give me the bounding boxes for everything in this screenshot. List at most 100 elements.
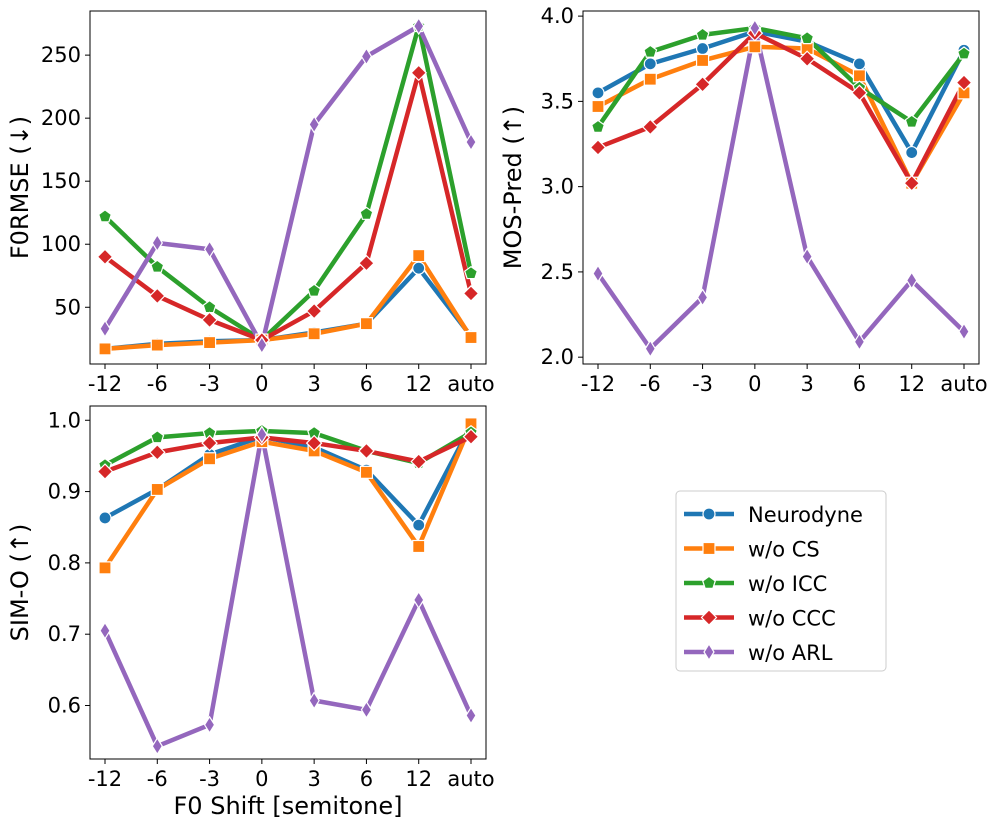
data-point xyxy=(591,86,605,100)
data-point xyxy=(591,99,605,114)
data-point xyxy=(256,425,268,444)
legend-marker xyxy=(702,575,716,589)
panel-f0rmse: -12 -6 -3 0 3 6 12 auto 50 100 150 200 250 F0RMSE (↓) xyxy=(6,10,495,396)
data-point xyxy=(906,271,918,290)
data-point xyxy=(413,16,425,36)
series-line-w-o-icc xyxy=(102,23,474,343)
plot-frame xyxy=(582,10,980,365)
data-point xyxy=(99,319,111,338)
data-point xyxy=(148,444,166,461)
series-line-w-o-cs xyxy=(102,253,474,352)
data-point xyxy=(148,287,166,305)
x-tick-label: auto xyxy=(447,372,494,396)
legend-box xyxy=(675,490,887,672)
data-point xyxy=(307,327,321,341)
x-tick-label: -3 xyxy=(199,372,220,396)
data-point xyxy=(464,265,478,280)
data-point xyxy=(305,302,323,320)
data-point xyxy=(643,57,657,71)
data-point xyxy=(308,691,320,710)
data-point xyxy=(359,465,374,479)
data-point xyxy=(695,27,710,41)
x-tick-label: 6 xyxy=(853,372,866,396)
data-point xyxy=(203,240,216,259)
data-point xyxy=(694,75,711,93)
data-point xyxy=(98,561,112,575)
data-point xyxy=(98,511,112,525)
x-tick-label: -3 xyxy=(199,767,220,791)
series-line-w-o-ccc xyxy=(102,70,474,343)
data-point xyxy=(641,118,659,136)
data-point xyxy=(358,442,375,460)
y-tick-label: 200 xyxy=(41,106,81,130)
data-point xyxy=(696,288,709,307)
data-point xyxy=(256,335,268,355)
panel-sim-o: -12 -6 -3 0 3 6 12 auto 0.6 0.7 0.8 0.9 1.0 SIM-O (↑)… xyxy=(6,405,495,820)
y-tick-label: 0.8 xyxy=(48,551,81,575)
data-point xyxy=(358,254,375,272)
data-point xyxy=(851,84,868,102)
data-point xyxy=(96,463,114,480)
y-tick-label: 1.0 xyxy=(48,408,81,432)
data-point xyxy=(955,74,973,91)
plot-frame xyxy=(89,405,487,760)
data-point xyxy=(465,132,477,152)
data-point xyxy=(202,335,217,350)
legend-label: w/o ARL xyxy=(748,641,833,665)
data-point xyxy=(958,322,970,341)
data-point xyxy=(96,248,114,266)
legend-label: Neurodyne xyxy=(748,503,863,527)
y-tick-label: 2.0 xyxy=(541,345,574,369)
data-point xyxy=(591,119,605,133)
data-point xyxy=(852,57,867,71)
x-tick-label: 6 xyxy=(360,372,373,396)
series-line-w-o-ccc xyxy=(102,434,474,474)
data-point xyxy=(150,338,164,352)
legend-marker xyxy=(703,642,715,662)
y-tick-label: 50 xyxy=(54,295,81,319)
legend-label: w/o CCC xyxy=(748,607,836,631)
series-line-w-o-arl xyxy=(102,432,474,749)
x-tick-label: 12 xyxy=(898,372,925,396)
data-point xyxy=(412,518,426,532)
data-point xyxy=(308,115,320,134)
series-line-neurodyne xyxy=(595,29,967,155)
legend-label: w/o CS xyxy=(748,538,820,562)
data-point xyxy=(905,145,919,160)
x-tick-label: 3 xyxy=(307,767,320,791)
x-tick-label: -6 xyxy=(147,372,168,396)
data-point xyxy=(465,706,477,725)
legend-marker xyxy=(702,541,716,556)
x-tick-label: 0 xyxy=(255,767,268,791)
data-point xyxy=(360,47,373,66)
data-point xyxy=(98,342,112,356)
series-line-w-o-ccc xyxy=(595,30,967,186)
x-tick-label: 12 xyxy=(405,372,432,396)
y-tick-label: 0.7 xyxy=(48,622,81,646)
data-point xyxy=(412,261,426,275)
series-line-w-o-cs xyxy=(102,421,474,571)
legend: Neurodyne w/o CS w/o ICC w/o CCC w/o ARL xyxy=(675,490,887,672)
y-tick-label: 150 xyxy=(41,169,81,193)
y-axis-label: F0RMSE (↓) xyxy=(6,116,34,259)
y-tick-label: 0.6 xyxy=(48,694,81,718)
data-point xyxy=(801,247,813,266)
data-point xyxy=(798,50,816,68)
data-point xyxy=(150,259,165,273)
x-tick-label: auto xyxy=(940,372,987,396)
data-point xyxy=(410,453,428,470)
data-point xyxy=(359,206,374,220)
plot-frame xyxy=(89,10,487,365)
data-point xyxy=(98,209,112,223)
x-tick-label: -3 xyxy=(692,372,713,396)
x-tick-label: auto xyxy=(447,767,494,791)
panel-mos-pred: -12 -6 -3 0 3 6 12 auto 2.0 2.5 3.0 3.5 4.0 MOS-Pred … xyxy=(499,4,988,396)
data-point xyxy=(643,72,657,86)
data-point xyxy=(412,539,426,554)
x-tick-label: 12 xyxy=(405,767,432,791)
data-point xyxy=(412,248,426,263)
y-axis-label: SIM-O (↑) xyxy=(6,524,34,642)
data-point xyxy=(203,715,216,734)
x-tick-label: -6 xyxy=(147,767,168,791)
